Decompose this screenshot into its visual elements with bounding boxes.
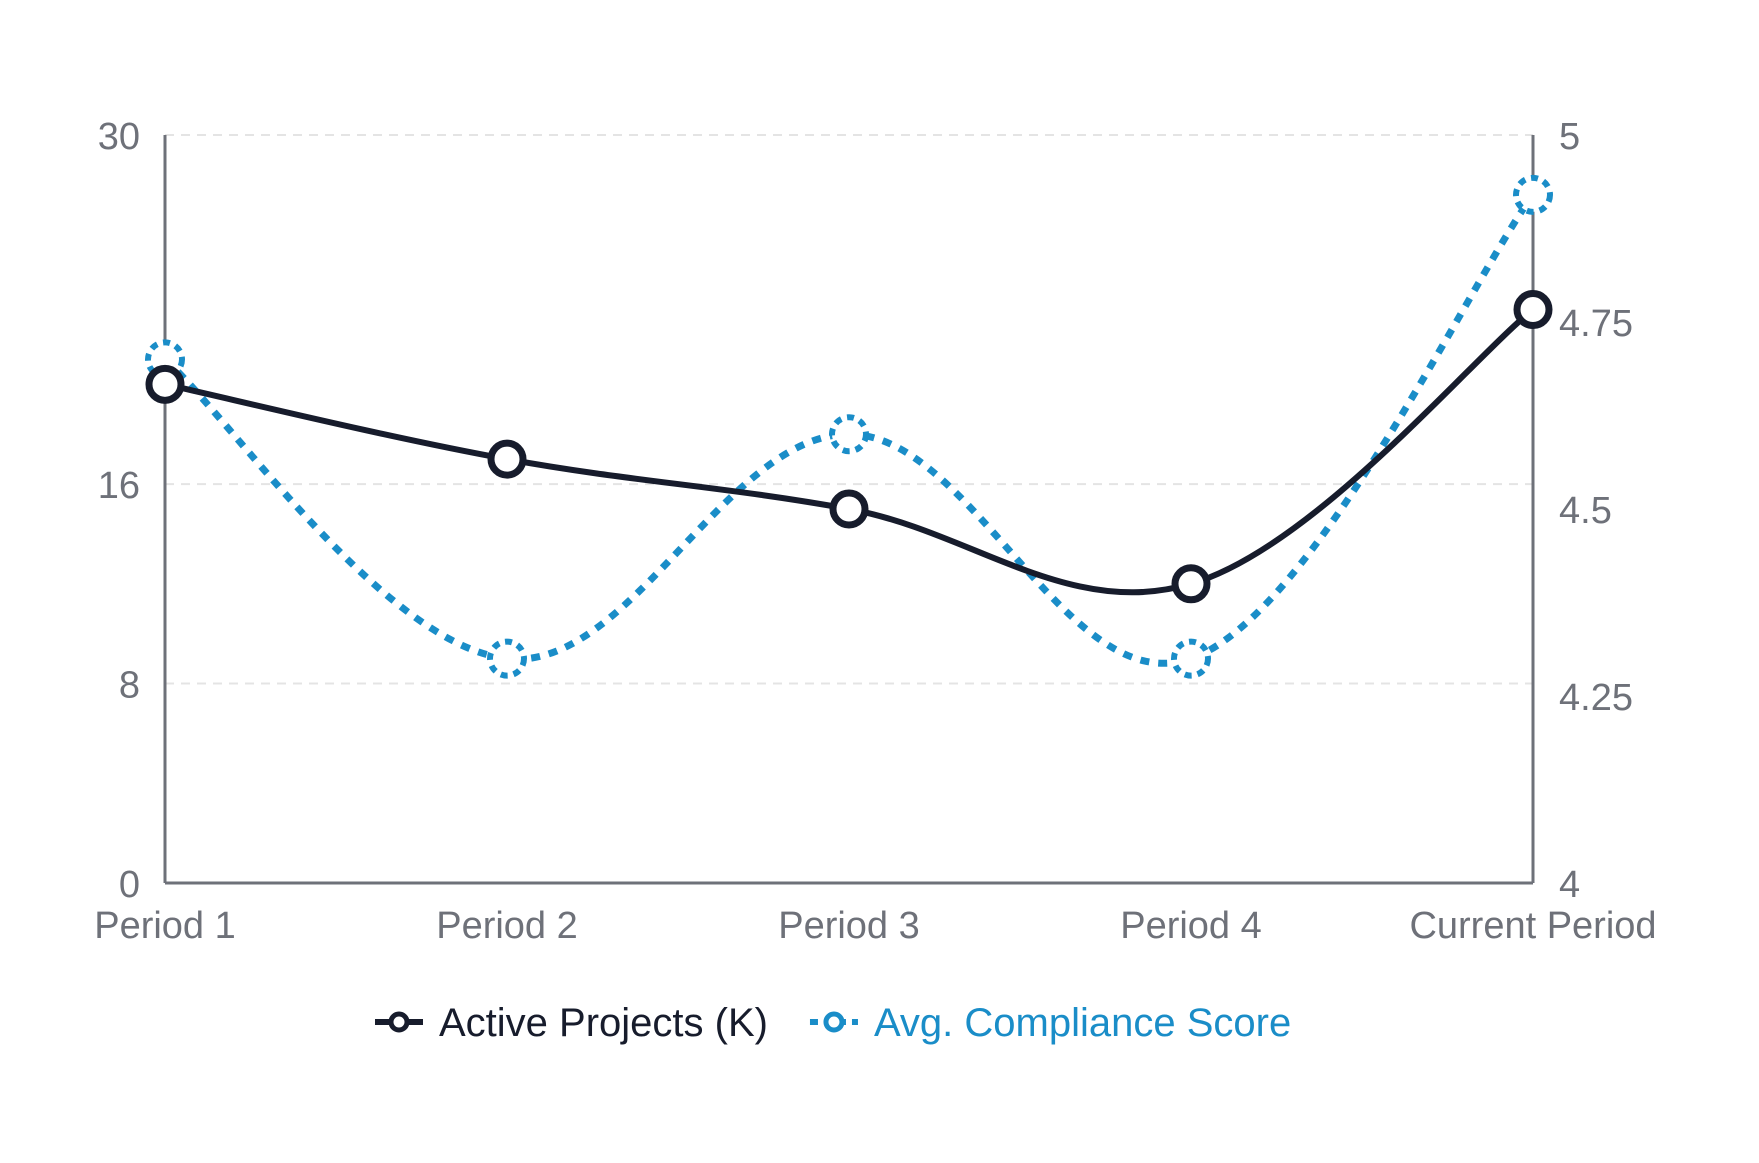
y-left-tick-label: 0: [119, 864, 140, 906]
y-right-tick-label: 4: [1559, 864, 1580, 906]
y-right-tick-label: 5: [1559, 116, 1580, 158]
data-point-avg-compliance-score[interactable]: [487, 638, 527, 679]
y-left-tick-label: 16: [98, 465, 140, 507]
x-tick-label: Period 2: [436, 905, 578, 947]
legend-label-avg-compliance-score[interactable]: Avg. Compliance Score: [874, 1001, 1291, 1045]
legend-swatch-marker-active-projects-k: [388, 1011, 410, 1033]
x-tick-label: Period 3: [778, 905, 920, 947]
grid-lines: [165, 134, 1533, 685]
data-point-avg-compliance-score[interactable]: [1171, 638, 1211, 679]
y-right-tick-label: 4.25: [1559, 677, 1633, 719]
series: [145, 174, 1553, 679]
x-tick-label: Period 4: [1120, 905, 1262, 947]
data-point-active-projects-k[interactable]: [1171, 564, 1211, 604]
data-point-active-projects-k[interactable]: [145, 364, 185, 404]
data-point-avg-compliance-score[interactable]: [829, 414, 869, 455]
data-point-active-projects-k[interactable]: [487, 439, 527, 479]
y-left-tick-label: 30: [98, 116, 140, 158]
x-tick-label: Current Period: [1409, 905, 1656, 947]
legend-label-active-projects-k[interactable]: Active Projects (K): [439, 1001, 768, 1045]
legend-swatch-marker-avg-compliance-score: [823, 1011, 845, 1033]
data-point-avg-compliance-score[interactable]: [1513, 174, 1553, 215]
tick-labels: 0 8 16 30 4 4.25 4.5 4.75 5 Period 1 Period 2 Perio…: [94, 116, 1656, 947]
y-right-tick-label: 4.5: [1559, 490, 1612, 532]
x-tick-label: Period 1: [94, 905, 236, 947]
series-line-avg-compliance-score: [162, 192, 1536, 667]
legend: Active Projects (K) Avg. Compliance Score: [375, 1001, 1291, 1045]
y-left-tick-label: 8: [119, 665, 140, 707]
data-point-active-projects-k[interactable]: [829, 489, 869, 529]
axes: [163, 135, 1535, 885]
y-right-tick-label: 4.75: [1559, 303, 1633, 345]
data-point-active-projects-k[interactable]: [1513, 290, 1553, 330]
